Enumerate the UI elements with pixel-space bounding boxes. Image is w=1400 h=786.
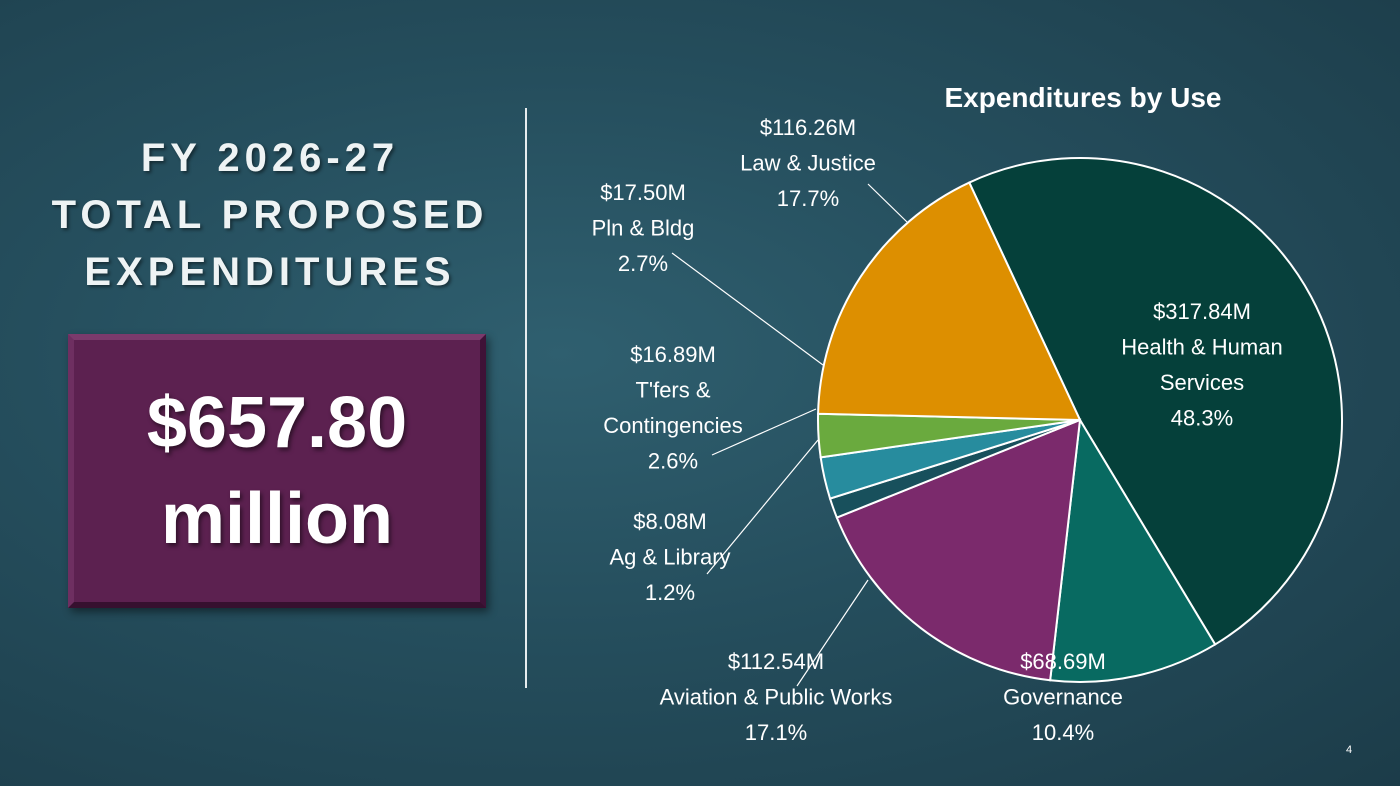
leader-line-pln-bldg	[671, 252, 824, 366]
total-unit: million	[161, 479, 393, 559]
data-label-line: Governance	[1003, 685, 1123, 710]
headline-line-1: FY 2026-27	[140, 136, 400, 180]
data-label-line: Contingencies	[603, 413, 742, 438]
total-amount: $657.80	[146, 383, 408, 463]
data-label-line: $16.89M	[630, 342, 716, 367]
leader-line-ag-library	[706, 439, 819, 575]
data-label-aviation-public-works: $112.54M Aviation & Public Works 17.1%	[660, 649, 893, 745]
data-label-law-justice: $116.26M Law & Justice 17.7%	[740, 115, 876, 211]
pie-slice-health-human-services	[967, 157, 1343, 646]
pie-slice-aviation-public-works	[835, 418, 1082, 682]
data-label-line: 2.7%	[618, 251, 668, 276]
data-label-ag-library: $8.08M Ag & Library 1.2%	[609, 509, 730, 605]
data-label-t-fers-contingencies: $16.89M T'fers & Contingencies 2.6%	[603, 342, 742, 474]
data-label-line: 48.3%	[1171, 406, 1233, 431]
data-label-line: $116.26M	[760, 115, 856, 140]
data-label-line: 17.7%	[777, 186, 839, 211]
data-label-line: $68.69M	[1020, 649, 1106, 674]
slide-number: 4	[1346, 744, 1353, 756]
data-label-line: $112.54M	[728, 649, 824, 674]
data-label-line: Ag & Library	[609, 545, 730, 570]
data-label-line: $17.50M	[600, 180, 686, 205]
data-label-line: T'fers &	[635, 378, 710, 403]
data-label-line: Services	[1160, 370, 1244, 395]
data-label-line: 10.4%	[1032, 720, 1094, 745]
headline: FY 2026-27 TOTAL PROPOSED EXPENDITURES	[40, 130, 500, 301]
leader-line-t-fers-contingencies	[711, 408, 817, 456]
data-label-governance: $68.69M Governance 10.4%	[1003, 649, 1123, 745]
data-label-line: Law & Justice	[740, 151, 876, 176]
headline-line-2: TOTAL PROPOSED	[51, 193, 489, 237]
leader-line-aviation-public-works	[796, 579, 869, 687]
headline-line-3: EXPENDITURES	[84, 250, 456, 294]
data-label-line: 17.1%	[745, 720, 807, 745]
data-label-line: 1.2%	[645, 580, 695, 605]
data-label-health-human-services: $317.84M Health & Human Services 48.3%	[1121, 299, 1282, 431]
data-label-line: $8.08M	[633, 509, 706, 534]
leader-line-law-justice	[867, 183, 908, 223]
data-label-line: $317.84M	[1153, 299, 1251, 324]
total-expenditures-box: $657.80 million	[68, 334, 486, 608]
pie-slice-governance	[1049, 416, 1217, 683]
vertical-divider	[525, 108, 527, 688]
pie-slice-law-justice	[817, 181, 1082, 422]
data-label-line: Aviation & Public Works	[660, 685, 893, 710]
chart-title: Expenditures by Use	[944, 82, 1222, 113]
data-label-line: Pln & Bldg	[592, 216, 695, 241]
data-label-pln-bldg: $17.50M Pln & Bldg 2.7%	[592, 180, 695, 276]
data-label-line: Health & Human	[1121, 335, 1282, 360]
data-label-line: 2.6%	[648, 449, 698, 474]
